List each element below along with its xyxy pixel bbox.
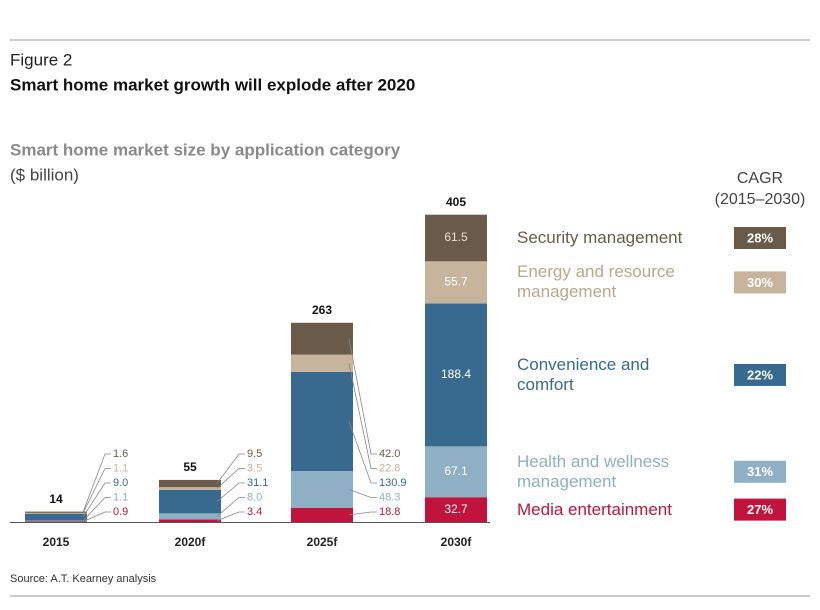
- bar-segment: [425, 214, 487, 262]
- data-label: 188.4: [441, 367, 471, 381]
- data-label: 31.1: [247, 477, 268, 489]
- data-label: 67.1: [444, 464, 468, 478]
- legend-entry: Health and wellness management: [517, 451, 670, 491]
- bar-segment: [159, 489, 221, 514]
- unit-label: ($ billion): [10, 165, 79, 184]
- leader-line: [216, 497, 245, 517]
- leader-line: [82, 468, 111, 514]
- bar-segment: [425, 261, 487, 304]
- x-tick-label: 2015: [43, 535, 70, 549]
- data-label: 22.8: [379, 462, 400, 474]
- data-label: 0.9: [113, 506, 128, 518]
- bar-segment: [25, 513, 87, 521]
- source: Source: A.T. Kearney analysis: [10, 573, 157, 585]
- cagr-box: [734, 460, 786, 483]
- cagr-label: 31%: [747, 464, 773, 479]
- bar-segment: [291, 507, 353, 522]
- leader-line: [82, 482, 111, 518]
- bar-segment: [159, 519, 221, 522]
- data-label: 3.5: [247, 462, 262, 474]
- data-label: 1.1: [113, 462, 128, 474]
- bar-segment: [291, 471, 353, 508]
- data-label: 1.6: [113, 448, 128, 460]
- data-label: 130.9: [379, 477, 407, 489]
- data-label: 55.7: [444, 275, 468, 289]
- data-label: 48.3: [379, 491, 400, 503]
- x-tick-label: 2025f: [307, 535, 339, 549]
- data-label: 9.5: [247, 448, 262, 460]
- cagr-box: [734, 271, 786, 294]
- leader-line: [82, 497, 111, 522]
- bar-segment: [425, 497, 487, 522]
- total-label: 263: [312, 303, 332, 317]
- cagr-label: 30%: [747, 275, 773, 290]
- bar-segment: [159, 487, 221, 490]
- chart-subtitle: Smart home market size by application ca…: [10, 140, 401, 159]
- bar-segment: [291, 371, 353, 472]
- bar-segment: [291, 354, 353, 372]
- legend-entry: Media entertainment: [517, 499, 672, 519]
- data-label: 32.7: [444, 502, 468, 516]
- data-label: 18.8: [379, 506, 400, 518]
- bar-segment: [159, 513, 221, 520]
- leader-line: [348, 338, 377, 455]
- legend-entry: Convenience and comfort: [517, 354, 650, 394]
- data-label: 1.1: [113, 491, 128, 503]
- leader-line: [216, 482, 245, 502]
- bar-segment: [25, 511, 87, 513]
- bar-segment: [291, 322, 353, 355]
- cagr-box: [734, 363, 786, 386]
- leader-line: [216, 511, 245, 522]
- leader-line: [82, 511, 111, 523]
- data-label: 8.0: [247, 491, 262, 503]
- total-label: 14: [49, 492, 63, 506]
- data-label: 9.0: [113, 477, 128, 489]
- bar-segment: [25, 520, 87, 522]
- bar-segment: [425, 446, 487, 498]
- legend-entry: Security management: [517, 228, 683, 247]
- cagr-label: 22%: [747, 367, 773, 382]
- cagr-subtitle: (2015–2030): [715, 191, 806, 208]
- leader-line: [82, 453, 111, 513]
- leader-line: [348, 421, 377, 484]
- leader-line: [348, 489, 377, 498]
- figure-label: Figure 2: [10, 50, 72, 69]
- cagr-label: 27%: [747, 502, 773, 517]
- bar-segment: [159, 479, 221, 488]
- legend-entry: Energy and resource management: [517, 262, 675, 302]
- leader-line: [348, 363, 377, 469]
- bar-segment: [425, 303, 487, 447]
- cagr-box: [734, 227, 786, 250]
- data-label: 42.0: [379, 448, 400, 460]
- leader-line: [216, 453, 245, 484]
- data-label: 3.4: [247, 506, 262, 518]
- total-label: 405: [446, 195, 466, 209]
- x-tick-label: 2020f: [175, 535, 207, 549]
- x-tick-label: 2030f: [441, 535, 473, 549]
- bar-segment: [25, 521, 87, 522]
- data-label: 61.5: [444, 230, 468, 244]
- chart-title: Smart home market growth will explode af…: [10, 75, 415, 94]
- leader-line: [216, 468, 245, 489]
- leader-line: [348, 511, 377, 516]
- cagr-title: CAGR: [737, 170, 783, 187]
- total-label: 55: [183, 460, 197, 474]
- cagr-label: 28%: [747, 230, 773, 245]
- bar-segment: [25, 512, 87, 514]
- cagr-box: [734, 498, 786, 521]
